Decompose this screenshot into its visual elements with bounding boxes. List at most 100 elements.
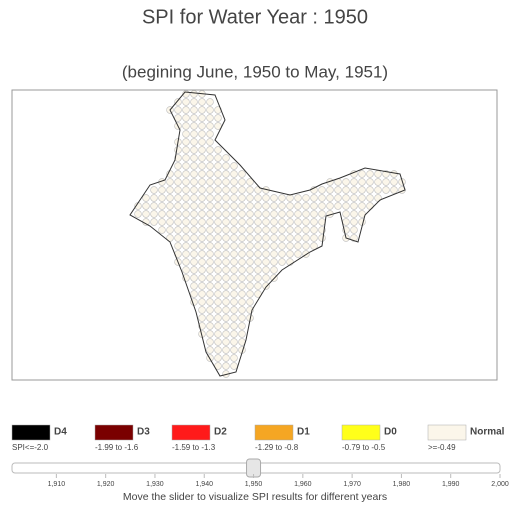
map-cell [198,138,206,146]
legend-swatch [427,424,467,441]
map-cell [198,194,206,202]
map-cell [294,226,302,234]
map-cell [190,258,198,266]
map-cell [254,218,262,226]
map-cell [206,98,214,106]
map-cell [262,226,270,234]
map-cell [198,178,206,186]
map-cell [294,250,302,258]
map-cell [302,194,310,202]
map-cell [214,194,222,202]
map-cell [294,234,302,242]
map-cell [230,274,238,282]
map-cell [270,194,278,202]
map-cell [222,290,230,298]
map-cell [198,274,206,282]
map-cell [238,322,246,330]
map-cell [358,218,366,226]
map-cell [206,162,214,170]
map-cell [214,210,222,218]
map-cell [190,162,198,170]
map-cell [286,218,294,226]
legend-range: SPI<=-2.0 [12,443,49,452]
map-cell [366,186,374,194]
map-cell [166,210,174,218]
map-cell [278,250,286,258]
map-cell [270,266,278,274]
map-cell [198,226,206,234]
map-cell [206,258,214,266]
map-cell [190,122,198,130]
map-cell [198,130,206,138]
map-cell [238,274,246,282]
map-cell [182,130,190,138]
map-cell [206,266,214,274]
map-cell [238,242,246,250]
map-cell [174,194,182,202]
map-cell [262,194,270,202]
map-cell [214,266,222,274]
legend-label: D1 [297,427,310,438]
map-cell [374,178,382,186]
map-cell [350,226,358,234]
slider-tick-label: 1,980 [393,481,411,488]
map-cell [198,98,206,106]
map-cell [254,282,262,290]
map-cell [206,138,214,146]
map-cell [174,210,182,218]
map-cell [190,250,198,258]
map-cell [214,146,222,154]
map-cell [182,258,190,266]
map-cell [206,274,214,282]
map-cell [238,266,246,274]
map-cell [238,218,246,226]
map-cell [206,306,214,314]
slider-tick-label: 1,920 [97,481,115,488]
map-cell [182,250,190,258]
map-cell [262,234,270,242]
map-cell [214,154,222,162]
map-cell [230,322,238,330]
map-cell [190,282,198,290]
map-cell [302,226,310,234]
map-cell [182,154,190,162]
map-cell [230,202,238,210]
legend: D4 SPI<=-2.0 D3 -1.99 to -1.6 D2 -1.59 to -1.… [11,424,505,452]
legend-label: D2 [214,427,227,438]
map-cell [206,346,214,354]
map-cell [190,130,198,138]
map-cell [270,218,278,226]
map-cell [238,234,246,242]
map-cell [238,170,246,178]
map-cell [254,226,262,234]
map-cell [350,218,358,226]
map-cell [230,354,238,362]
map-cell [230,290,238,298]
map-cell [366,202,374,210]
legend-swatch [254,424,294,441]
map-cell [198,250,206,258]
map-cell [254,242,262,250]
map-cell [134,210,142,218]
map-cell [206,106,214,114]
map-cell [310,242,318,250]
legend-label: D0 [384,427,397,438]
map-cell [198,266,206,274]
map-cell [246,242,254,250]
map-cell [278,234,286,242]
map-cell [310,226,318,234]
map-cell [214,242,222,250]
map-cell [166,194,174,202]
map-cell [174,170,182,178]
map-cell [342,210,350,218]
map-cell [190,218,198,226]
map-cell [222,346,230,354]
map-cell [390,170,398,178]
slider-tick-label: 1,990 [442,481,460,488]
map-cell [206,242,214,250]
map-cell [198,218,206,226]
title: SPI for Water Year : 1950 [142,6,368,28]
map-cell [262,258,270,266]
map-cell [262,202,270,210]
map-cell [278,194,286,202]
